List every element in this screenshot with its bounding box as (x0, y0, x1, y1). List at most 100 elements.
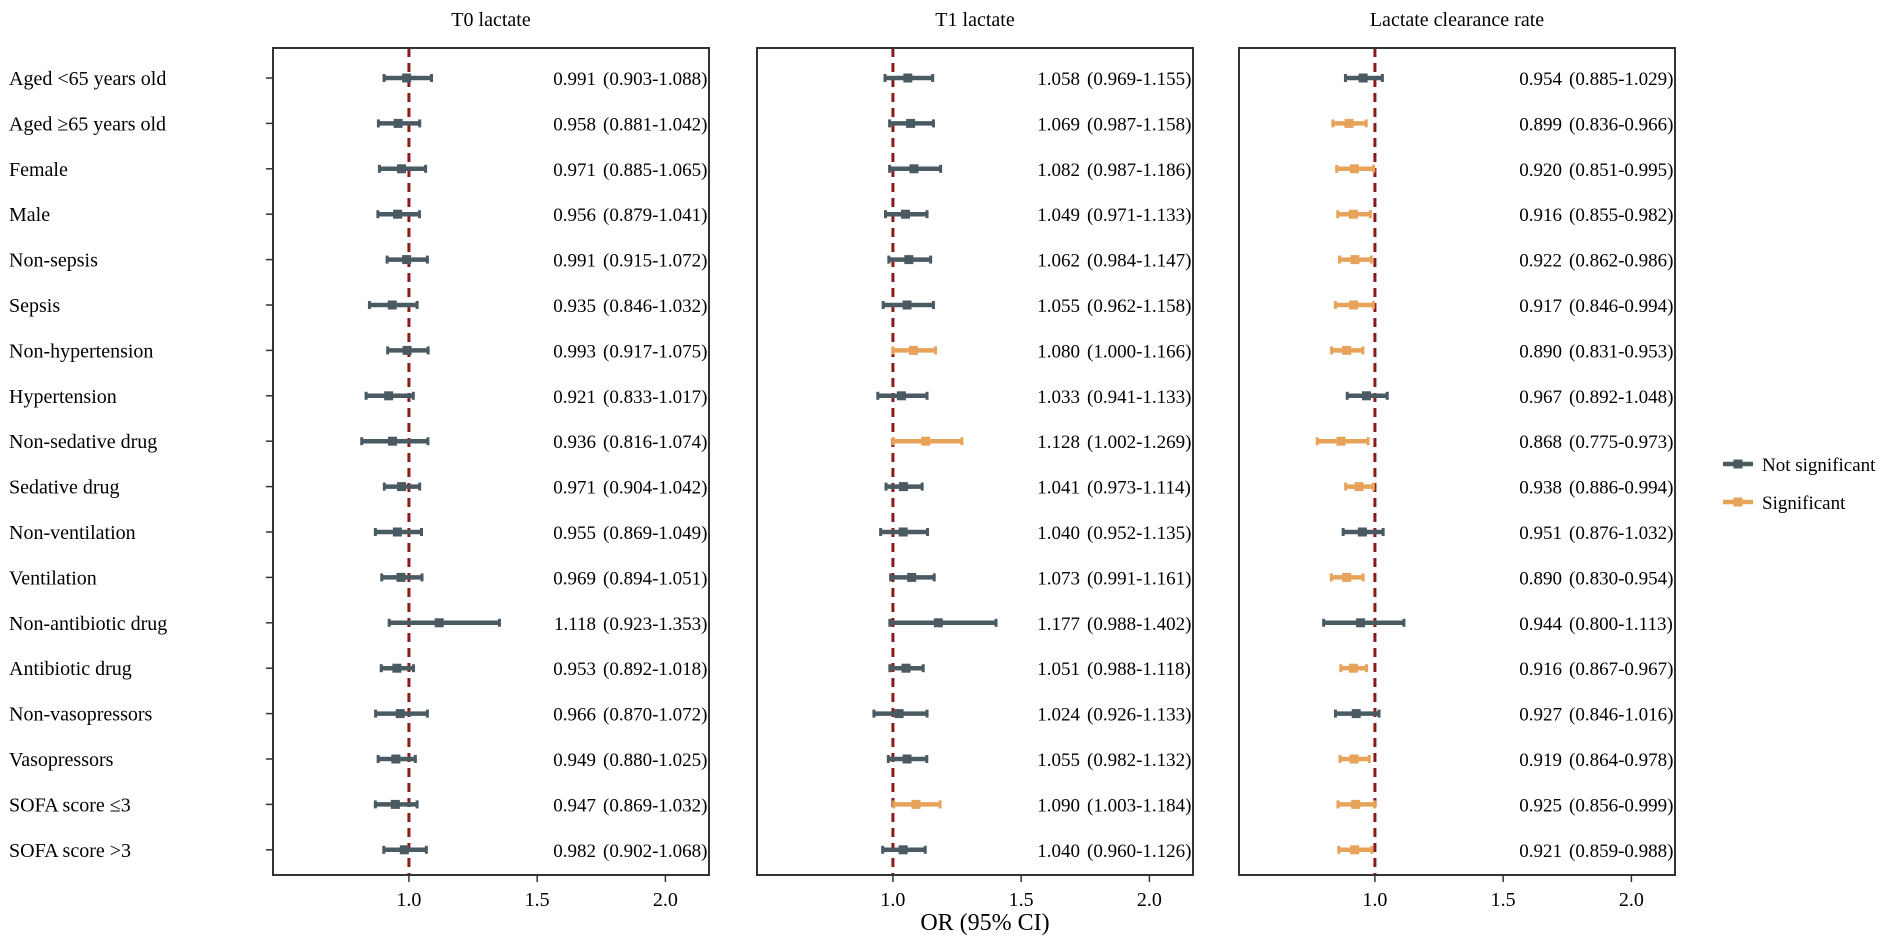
ci-label: (0.846-1.032) (603, 296, 707, 317)
row-label: Non-vasopressors (9, 704, 153, 726)
or-label: 0.971 (553, 160, 596, 181)
or-point (1350, 845, 1360, 855)
row: 0.919 (0.864-0.978) (1338, 750, 1673, 771)
or-point (906, 118, 916, 128)
row: 0.958 (0.881-1.042) (376, 114, 707, 135)
row: 0.967 (0.892-1.048) (1345, 387, 1673, 408)
ci-label: (0.886-0.994) (1569, 478, 1673, 499)
row: 1.177 (0.988-1.402) (888, 614, 1191, 635)
ci-label: (0.846-0.994) (1569, 296, 1673, 317)
row-label: Non-ventilation (9, 522, 136, 544)
ci-label: (0.960-1.126) (1087, 841, 1191, 862)
row-label: Ventilation (9, 567, 97, 589)
or-point (911, 799, 921, 809)
row: 1.073 (0.991-1.161) (889, 568, 1191, 589)
row: 0.991 (0.903-1.088) (382, 69, 707, 90)
row: 0.921 (0.859-0.988) (1337, 841, 1673, 862)
or-point (898, 845, 908, 855)
or-point (896, 391, 906, 401)
ci-label: (0.859-0.988) (1569, 841, 1673, 862)
or-label: 1.041 (1037, 478, 1080, 499)
or-label: 0.927 (1519, 705, 1562, 726)
or-label: 0.955 (553, 523, 596, 544)
row: 1.062 (0.984-1.147) (887, 251, 1191, 272)
ci-label: (0.836-0.966) (1569, 114, 1673, 135)
ci-label: (0.864-0.978) (1569, 750, 1673, 771)
ci-label: (0.855-0.982) (1569, 205, 1673, 226)
or-point (900, 209, 910, 219)
or-point (1357, 527, 1367, 537)
or-point (898, 482, 908, 492)
ci-label: (0.902-1.068) (603, 841, 707, 862)
x-tick-label: 1.5 (1491, 889, 1516, 911)
x-axis-label: OR (95% CI) (920, 910, 1049, 936)
ci-label: (1.003-1.184) (1087, 795, 1191, 816)
panel-2: T1 lactate 1.058 (0.969-1.155) 1.069 (0.987-… (756, 9, 1194, 911)
or-point (399, 845, 409, 855)
or-point (902, 754, 912, 764)
ci-label: (0.856-0.999) (1569, 795, 1673, 816)
or-point (903, 73, 913, 83)
or-point (1358, 73, 1368, 83)
or-point (1351, 799, 1361, 809)
ci-label: (0.870-1.072) (603, 705, 707, 726)
ci-label: (0.816-1.074) (603, 432, 707, 453)
or-label: 1.033 (1037, 387, 1080, 408)
ci-label: (0.894-1.051) (603, 568, 707, 589)
or-point (1361, 391, 1371, 401)
or-label: 0.971 (553, 478, 596, 499)
ci-label: (0.880-1.025) (603, 750, 707, 771)
row: 0.935 (0.846-1.032) (367, 296, 707, 317)
row: 0.890 (0.830-0.954) (1329, 568, 1673, 589)
or-label: 0.916 (1519, 205, 1562, 226)
or-label: 1.024 (1037, 705, 1080, 726)
ci-label: (0.941-1.133) (1087, 387, 1191, 408)
ci-label: (0.869-1.049) (603, 523, 707, 544)
or-label: 0.899 (1519, 114, 1562, 135)
or-point (392, 663, 402, 673)
ci-label: (0.892-1.048) (1569, 387, 1673, 408)
row: 0.922 (0.862-0.986) (1338, 251, 1673, 272)
or-label: 0.921 (1519, 841, 1562, 862)
row: 1.024 (0.926-1.133) (872, 705, 1191, 726)
row-label: Non-antibiotic drug (9, 613, 167, 635)
ci-label: (0.991-1.161) (1087, 568, 1191, 589)
row: 1.040 (0.952-1.135) (879, 523, 1191, 544)
ci-label: (0.952-1.135) (1087, 523, 1191, 544)
ci-label: (0.984-1.147) (1087, 251, 1191, 272)
row: 1.118 (0.923-1.353) (387, 614, 707, 635)
ci-label: (0.831-0.953) (1569, 341, 1673, 362)
or-point (1336, 436, 1346, 446)
or-label: 0.966 (553, 705, 596, 726)
or-point (907, 572, 917, 582)
or-point (390, 799, 400, 809)
or-point (1344, 118, 1354, 128)
panel-frame (1238, 47, 1676, 876)
row-label: Non-sedative drug (9, 431, 157, 453)
or-label: 1.080 (1037, 341, 1080, 362)
row-label: SOFA score ≤3 (9, 794, 131, 816)
ci-label: (0.846-1.016) (1569, 705, 1673, 726)
or-point (904, 255, 914, 265)
row: 0.916 (0.867-0.967) (1339, 659, 1673, 680)
or-label: 0.922 (1519, 251, 1562, 272)
or-point (396, 572, 406, 582)
row: 1.041 (0.973-1.114) (884, 478, 1191, 499)
row-label: Vasopressors (9, 749, 114, 771)
or-point (1354, 482, 1364, 492)
ci-label: (0.833-1.017) (603, 387, 707, 408)
x-tick-label: 1.0 (396, 889, 421, 911)
or-label: 0.954 (1519, 69, 1562, 90)
ci-label: (0.885-1.065) (603, 160, 707, 181)
row: 0.951 (0.876-1.032) (1341, 523, 1673, 544)
panel-title: T1 lactate (935, 9, 1015, 31)
ci-label: (0.926-1.133) (1087, 705, 1191, 726)
panel-title: T0 lactate (451, 9, 531, 31)
or-point (933, 618, 943, 628)
row-label: Non-hypertension (9, 340, 153, 362)
or-label: 0.916 (1519, 659, 1562, 680)
row: 0.868 (0.775-0.973) (1315, 432, 1673, 453)
legend-swatch-point (1733, 459, 1743, 469)
panel-3: Lactate clearance rate 0.954 (0.885-1.029)… (1238, 9, 1676, 911)
or-point (902, 300, 912, 310)
